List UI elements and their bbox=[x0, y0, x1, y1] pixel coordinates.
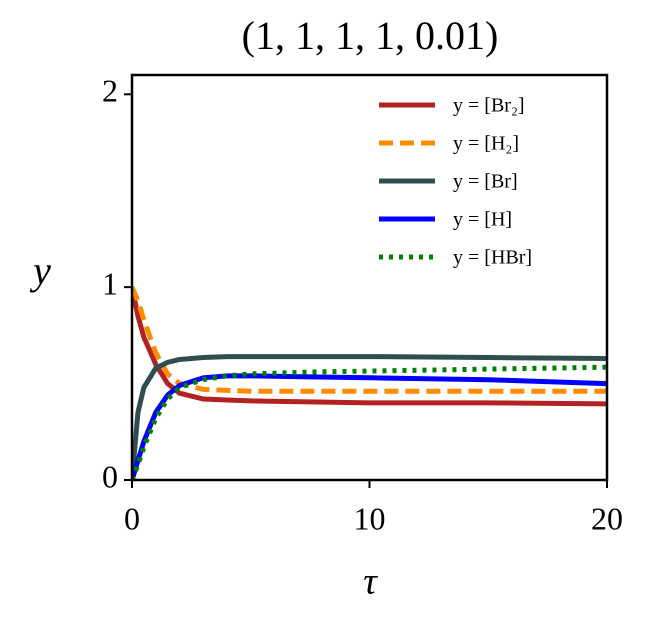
y-tick-label: 1 bbox=[102, 265, 118, 301]
chart-title: (1, 1, 1, 1, 0.01) bbox=[242, 13, 499, 58]
series-line bbox=[132, 364, 607, 480]
x-tick-label: 20 bbox=[591, 500, 623, 536]
legend-label: y = [HBr] bbox=[453, 247, 532, 269]
plot-frame bbox=[130, 73, 609, 482]
series-line bbox=[132, 286, 607, 407]
legend-label: y = [H₂] bbox=[453, 133, 519, 155]
legend-label: y = [Br₂] bbox=[453, 95, 525, 117]
y-tick-label: 2 bbox=[102, 73, 118, 109]
series-line bbox=[132, 354, 607, 480]
x-axis-label: τ bbox=[363, 561, 378, 603]
series-line bbox=[132, 286, 607, 394]
x-tick-label: 10 bbox=[354, 500, 386, 536]
y-tick-label: 0 bbox=[102, 458, 118, 494]
legend-label: y = [H] bbox=[453, 209, 512, 231]
y-axis-label: y bbox=[29, 248, 51, 293]
x-tick-label: 0 bbox=[124, 500, 140, 536]
legend-label: y = [Br] bbox=[453, 171, 518, 193]
